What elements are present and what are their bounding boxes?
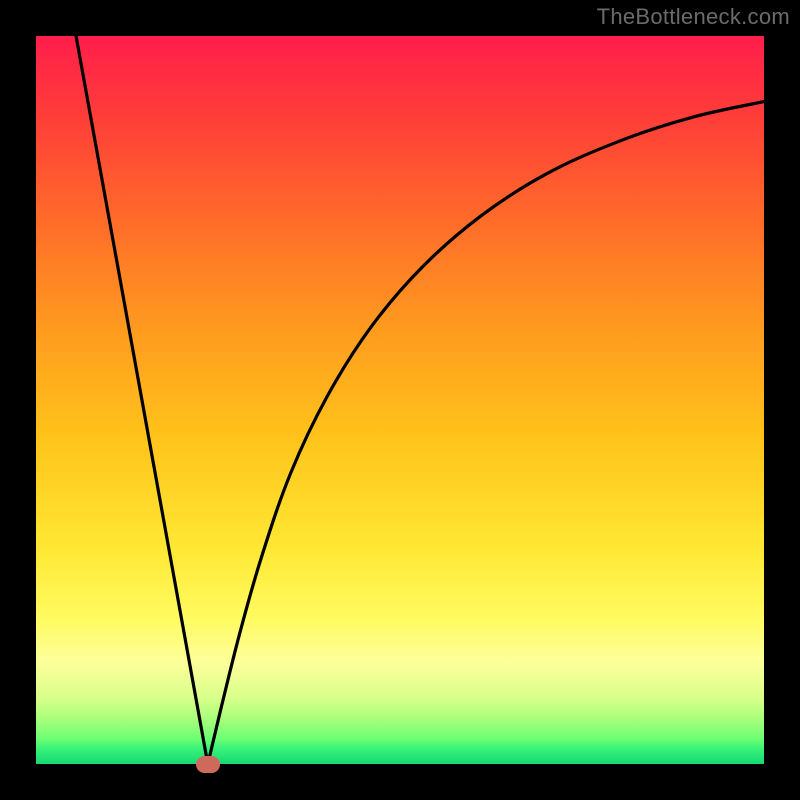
gradient-plot-background: [36, 36, 764, 764]
watermark-text: TheBottleneck.com: [597, 4, 790, 30]
chart-stage: TheBottleneck.com: [0, 0, 800, 800]
